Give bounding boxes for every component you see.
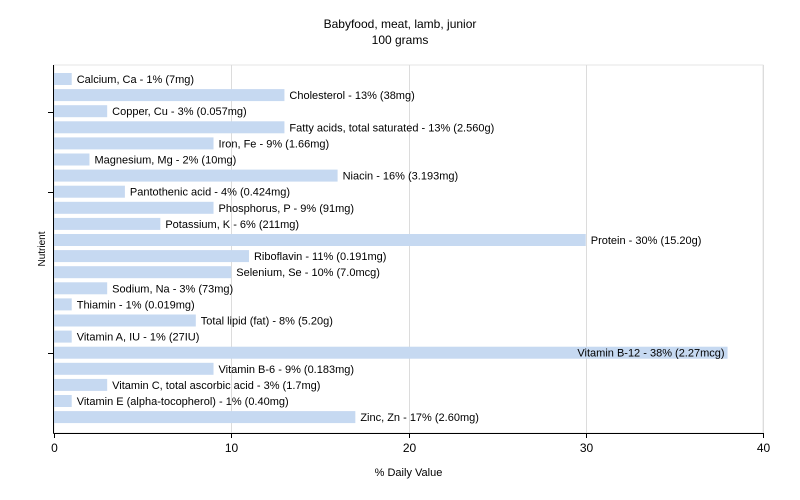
bar [54,411,356,424]
x-tick-label: 10 [225,441,239,455]
bar [54,330,72,343]
bar-label: Vitamin B-6 - 9% (0.183mg) [219,364,355,376]
bar-label: Pantothenic acid - 4% (0.424mg) [130,187,290,199]
bar [54,153,90,166]
bar [54,282,108,295]
axes-group: 0 10 20 30 40 [48,65,770,455]
bar [54,314,196,327]
bar [54,266,232,279]
bar-label: Sodium, Na - 3% (73mg) [112,283,233,295]
bar-label: Vitamin B-12 - 38% (2.27mcg) [577,348,724,360]
bar-label: Protein - 30% (15.20g) [591,235,702,247]
bar-label: Thiamin - 1% (0.019mg) [77,299,195,311]
bar [54,89,285,102]
bar-label: Fatty acids, total saturated - 13% (2.56… [289,122,494,134]
bar-label: Calcium, Ca - 1% (7mg) [77,74,194,86]
bar-label: Potassium, K - 6% (211mg) [165,219,299,231]
bar [54,105,108,118]
plot-border [53,64,764,434]
bar-label: Niacin - 16% (3.193mg) [343,171,459,183]
bar-label: Vitamin C, total ascorbic acid - 3% (1.7… [112,380,320,392]
bars-group: Calcium, Ca - 1% (7mg) Cholesterol - 13% … [54,73,728,424]
bar [54,217,161,230]
bar [54,169,338,182]
bar-label: Cholesterol - 13% (38mg) [289,90,414,102]
bar [54,121,285,134]
chart-title: Babyfood, meat, lamb, junior [323,17,477,31]
x-tick-label: 0 [51,441,58,455]
bar-label: Iron, Fe - 9% (1.66mg) [219,138,330,150]
bar [54,234,586,246]
bar [54,250,249,263]
bar-label: Phosphorus, P - 9% (91mg) [219,203,355,215]
chart-subtitle: 100 grams [371,33,429,47]
chart-title-block: Babyfood, meat, lamb, junior 100 grams [0,16,800,48]
bar [54,395,72,407]
x-axis-label: % Daily Value [375,467,443,479]
bar-label: Selenium, Se - 10% (7.0mcg) [236,267,380,279]
bar [54,378,108,391]
bar [54,185,125,198]
bar-label: Magnesium, Mg - 2% (10mg) [94,155,236,167]
bar-label: Total lipid (fat) - 8% (5.20g) [201,316,333,328]
grid-lines [53,64,764,434]
bar-label: Riboflavin - 11% (0.191mg) [254,251,386,263]
bar-label: Vitamin A, IU - 1% (27IU) [77,332,200,344]
bar [54,137,214,150]
x-tick-label: 40 [757,441,771,455]
bar [54,201,214,214]
bar-label: Copper, Cu - 3% (0.057mg) [112,106,247,118]
x-tick-label: 30 [580,441,594,455]
bar [54,73,72,85]
bar [54,298,72,311]
bar-label: Zinc, Zn - 17% (2.60mg) [360,412,479,424]
x-tick-label: 20 [403,441,417,455]
bar-label: Vitamin E (alpha-tocopherol) - 1% (0.40m… [77,396,289,408]
bar [54,362,214,375]
bar [54,346,728,359]
y-axis-label: Nutrient [37,231,48,266]
